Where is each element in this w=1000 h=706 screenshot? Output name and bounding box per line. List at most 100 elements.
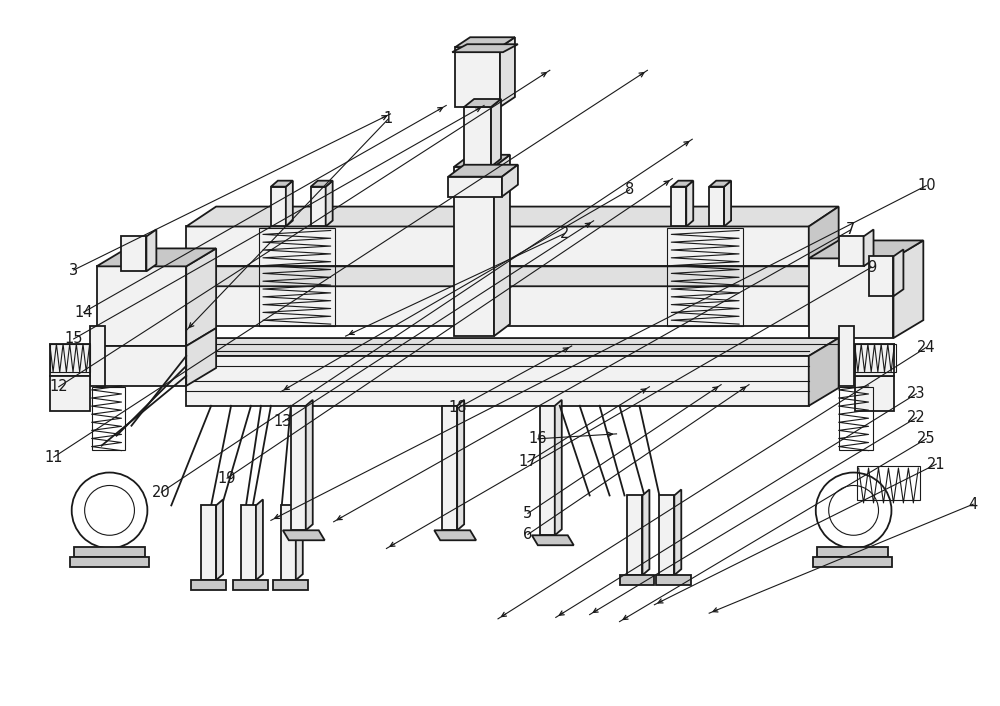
Polygon shape bbox=[494, 155, 510, 336]
Polygon shape bbox=[855, 344, 894, 376]
Text: 6: 6 bbox=[523, 527, 533, 542]
Polygon shape bbox=[448, 176, 502, 196]
Polygon shape bbox=[502, 164, 518, 196]
Polygon shape bbox=[233, 580, 268, 590]
Polygon shape bbox=[674, 489, 681, 575]
Polygon shape bbox=[273, 580, 308, 590]
Text: 2: 2 bbox=[560, 226, 569, 241]
Polygon shape bbox=[457, 400, 464, 530]
Text: 20: 20 bbox=[152, 485, 171, 500]
Polygon shape bbox=[146, 229, 156, 271]
Polygon shape bbox=[555, 400, 562, 535]
Polygon shape bbox=[839, 326, 854, 386]
Polygon shape bbox=[454, 155, 510, 167]
Text: 13: 13 bbox=[274, 414, 292, 429]
Text: 22: 22 bbox=[907, 410, 926, 425]
Text: 7: 7 bbox=[846, 222, 855, 237]
Polygon shape bbox=[216, 499, 223, 580]
Polygon shape bbox=[121, 237, 146, 271]
Polygon shape bbox=[671, 186, 686, 227]
Polygon shape bbox=[464, 107, 491, 167]
Text: 24: 24 bbox=[917, 340, 936, 355]
Bar bbox=[667, 229, 743, 326]
Polygon shape bbox=[306, 400, 313, 530]
Polygon shape bbox=[191, 580, 226, 590]
Text: 9: 9 bbox=[867, 260, 876, 275]
Polygon shape bbox=[186, 356, 809, 406]
Polygon shape bbox=[271, 186, 286, 227]
Polygon shape bbox=[296, 499, 303, 580]
Polygon shape bbox=[709, 181, 731, 186]
Polygon shape bbox=[455, 37, 515, 47]
Polygon shape bbox=[271, 181, 293, 186]
Bar bbox=[92, 387, 125, 450]
Polygon shape bbox=[809, 207, 839, 266]
Text: 3: 3 bbox=[69, 263, 78, 277]
Polygon shape bbox=[491, 99, 501, 167]
Polygon shape bbox=[434, 530, 476, 540]
Polygon shape bbox=[839, 237, 864, 266]
Text: 10: 10 bbox=[917, 178, 936, 193]
Polygon shape bbox=[311, 181, 333, 186]
Polygon shape bbox=[671, 181, 693, 186]
Polygon shape bbox=[442, 406, 457, 530]
Polygon shape bbox=[281, 505, 296, 580]
Polygon shape bbox=[532, 535, 574, 545]
Polygon shape bbox=[186, 207, 839, 227]
Text: 8: 8 bbox=[625, 182, 634, 198]
Polygon shape bbox=[201, 505, 216, 580]
Polygon shape bbox=[659, 496, 674, 575]
Polygon shape bbox=[709, 186, 724, 227]
Text: 18: 18 bbox=[449, 400, 467, 415]
Polygon shape bbox=[869, 256, 893, 297]
Polygon shape bbox=[256, 499, 263, 580]
Bar bbox=[50, 344, 90, 372]
Text: 1: 1 bbox=[384, 112, 393, 126]
Text: 25: 25 bbox=[917, 431, 936, 446]
Polygon shape bbox=[186, 286, 809, 326]
Polygon shape bbox=[893, 249, 903, 297]
Text: 12: 12 bbox=[49, 379, 68, 394]
Polygon shape bbox=[283, 530, 325, 540]
Text: 17: 17 bbox=[519, 455, 537, 469]
Polygon shape bbox=[809, 241, 923, 258]
Polygon shape bbox=[620, 575, 654, 585]
Polygon shape bbox=[893, 241, 923, 338]
Polygon shape bbox=[452, 44, 518, 52]
Bar bbox=[839, 387, 873, 450]
Polygon shape bbox=[813, 557, 892, 567]
Polygon shape bbox=[455, 47, 500, 107]
Polygon shape bbox=[291, 406, 306, 530]
Polygon shape bbox=[540, 406, 555, 535]
Text: 4: 4 bbox=[969, 497, 978, 512]
Polygon shape bbox=[454, 167, 494, 336]
Polygon shape bbox=[97, 266, 186, 346]
Polygon shape bbox=[241, 505, 256, 580]
Polygon shape bbox=[74, 547, 145, 557]
Text: 19: 19 bbox=[218, 471, 236, 486]
Polygon shape bbox=[817, 547, 888, 557]
Text: 11: 11 bbox=[45, 450, 63, 465]
Text: 14: 14 bbox=[74, 305, 93, 320]
Bar bbox=[857, 465, 920, 501]
Polygon shape bbox=[50, 376, 90, 411]
Polygon shape bbox=[326, 181, 333, 227]
Text: 5: 5 bbox=[523, 505, 533, 521]
Polygon shape bbox=[90, 326, 105, 386]
Polygon shape bbox=[809, 258, 893, 338]
Bar bbox=[259, 229, 335, 326]
Polygon shape bbox=[464, 99, 501, 107]
Polygon shape bbox=[97, 346, 186, 386]
Polygon shape bbox=[70, 557, 149, 567]
Polygon shape bbox=[642, 489, 649, 575]
Polygon shape bbox=[809, 338, 839, 406]
Polygon shape bbox=[97, 249, 216, 266]
Text: 15: 15 bbox=[64, 331, 83, 347]
Polygon shape bbox=[448, 164, 518, 176]
Polygon shape bbox=[686, 181, 693, 227]
Polygon shape bbox=[809, 266, 839, 326]
Polygon shape bbox=[186, 338, 839, 356]
Polygon shape bbox=[627, 496, 642, 575]
Polygon shape bbox=[186, 227, 809, 266]
Polygon shape bbox=[500, 37, 515, 107]
